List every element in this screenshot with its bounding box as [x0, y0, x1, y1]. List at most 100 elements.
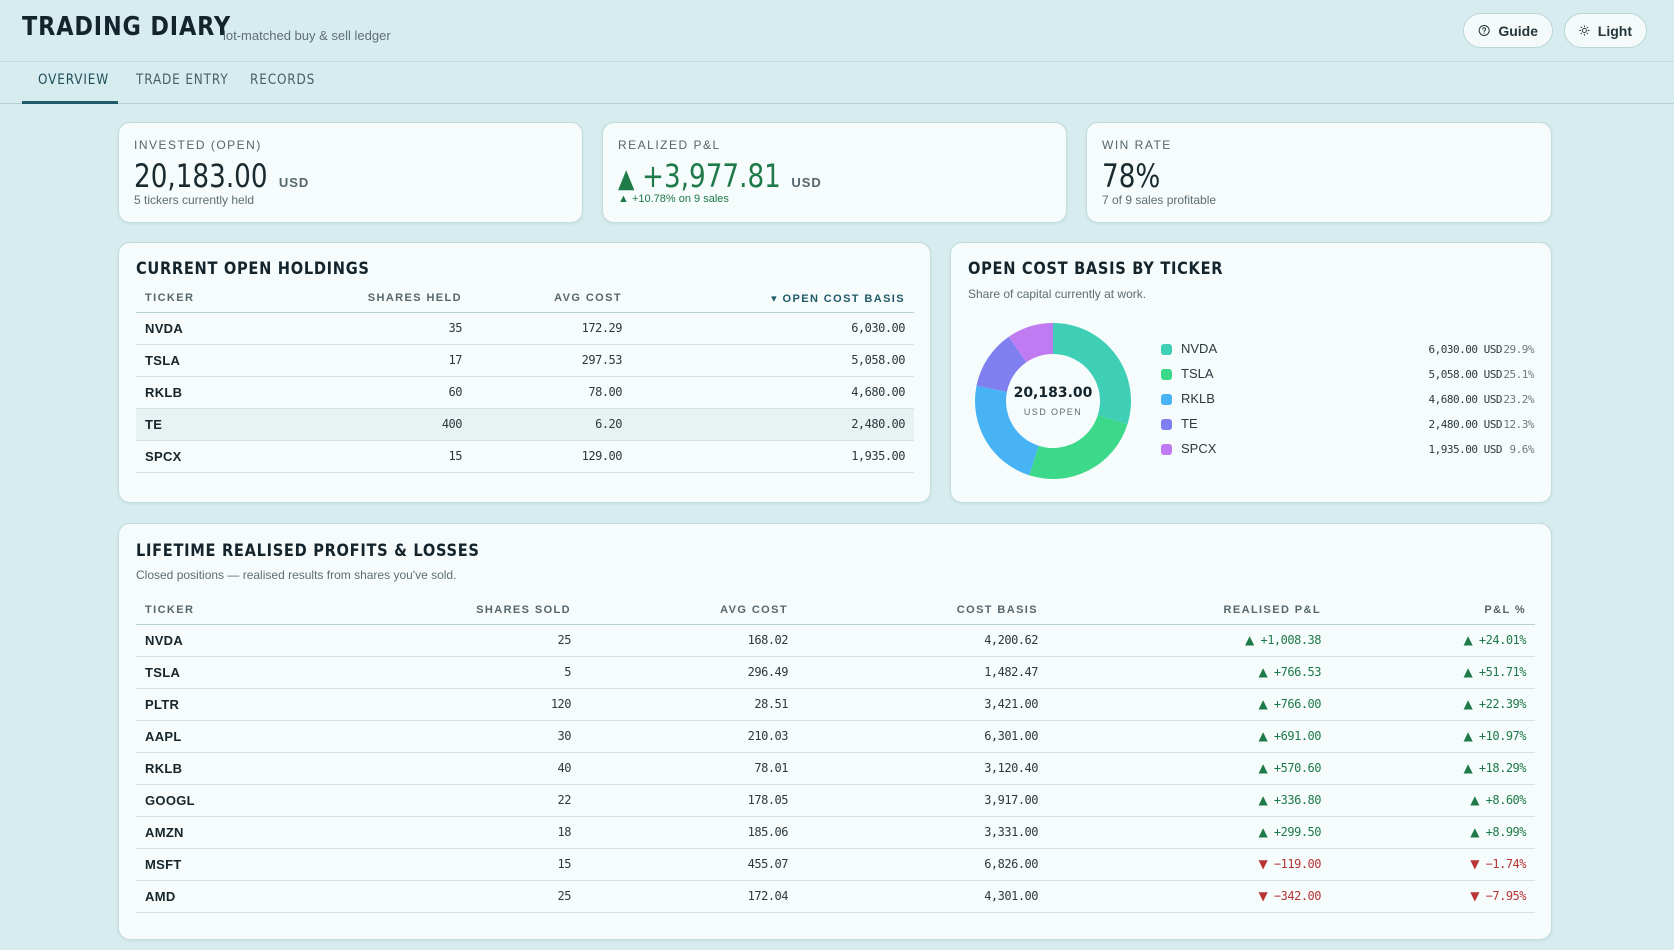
- holdings-title: CURRENT OPEN HOLDINGS: [136, 259, 370, 279]
- donut-slice-spcx[interactable]: [1008, 323, 1053, 363]
- app-title: TRADING DIARY: [22, 12, 232, 42]
- avg-cost-cell: 178.05: [580, 784, 797, 817]
- legend-item[interactable]: NVDA 6,030.00 USD 29.9%: [1161, 340, 1534, 365]
- down-arrow-icon: ▼: [1470, 857, 1479, 871]
- realised-pnl-cell: ▼ −342.00: [1047, 880, 1330, 913]
- donut-svg: [975, 323, 1131, 479]
- pnl-percent-cell: ▲ +51.71%: [1330, 656, 1535, 689]
- shares-cell: 15: [286, 440, 471, 473]
- ticker-cell: AMZN: [136, 816, 336, 849]
- tab-overview[interactable]: OVERVIEW: [38, 72, 110, 88]
- donut-chart: 20,183.00 USD OPEN: [973, 321, 1133, 481]
- col-ticker[interactable]: TICKER: [136, 285, 286, 313]
- table-row[interactable]: AMZN 18 185.06 3,331.00 ▲ +299.50 ▲ +8.99%: [136, 816, 1535, 849]
- basis-cell: 2,480.00: [631, 408, 914, 441]
- legend-item[interactable]: TE 2,480.00 USD 12.3%: [1161, 415, 1534, 440]
- kpi-invested-card: INVESTED (OPEN) 20,183.00 USD 5 tickers …: [118, 122, 583, 223]
- ticker-cell: AMD: [136, 880, 336, 913]
- pnl-percent-cell: ▲ +24.01%: [1330, 624, 1535, 657]
- kpi-realized-sub: ▲ +10.78% on 9 sales: [618, 193, 729, 205]
- ticker-cell: RKLB: [136, 376, 286, 409]
- tab-trade-entry[interactable]: TRADE ENTRY: [136, 72, 229, 88]
- up-arrow-icon: ▲: [1463, 729, 1473, 743]
- kpi-realized-sub-text: +10.78% on 9 sales: [631, 193, 729, 205]
- up-arrow-icon: ▲: [1463, 761, 1473, 775]
- tab-records[interactable]: RECORDS: [250, 72, 316, 88]
- ticker-cell: GOOGL: [136, 784, 336, 817]
- legend-item[interactable]: RKLB 4,680.00 USD 23.2%: [1161, 390, 1534, 415]
- avg-cost-cell: 78.00: [471, 376, 631, 409]
- shares-cell: 40: [336, 752, 580, 785]
- tab-bar: OVERVIEW TRADE ENTRY RECORDS: [0, 61, 1674, 104]
- legend-item[interactable]: SPCX 1,935.00 USD 9.6%: [1161, 440, 1534, 465]
- ticker-cell: TSLA: [136, 344, 286, 377]
- shares-cell: 17: [286, 344, 471, 377]
- table-row[interactable]: TSLA 5 296.49 1,482.47 ▲ +766.53 ▲ +51.71%: [136, 656, 1535, 689]
- down-arrow-icon: ▼: [1258, 889, 1268, 903]
- col-shares-held[interactable]: SHARES HELD: [286, 285, 471, 313]
- kpi-realized-value: +3,977.81: [642, 157, 781, 195]
- donut-slice-te[interactable]: [976, 336, 1027, 392]
- realised-pnl-cell: ▲ +766.53: [1047, 656, 1330, 689]
- table-row[interactable]: AMD 25 172.04 4,301.00 ▼ −342.00 ▼ −7.95%: [136, 880, 1535, 913]
- kpi-realized-label: REALIZED P&L: [618, 138, 721, 152]
- table-row[interactable]: RKLB 40 78.01 3,120.40 ▲ +570.60 ▲ +18.29%: [136, 752, 1535, 785]
- up-arrow-icon: ▲: [618, 164, 635, 194]
- legend-value: 6,030.00 USD: [1428, 343, 1503, 356]
- avg-cost-cell: 210.03: [580, 720, 797, 753]
- donut-center-label: USD OPEN: [1023, 407, 1083, 417]
- shares-cell: 60: [286, 376, 471, 409]
- realised-pnl-cell: ▲ +766.00: [1047, 688, 1330, 721]
- table-row[interactable]: RKLB 60 78.00 4,680.00: [136, 376, 914, 409]
- ticker-cell: TSLA: [136, 656, 336, 689]
- legend-percent: 23.2%: [1503, 393, 1534, 406]
- legend-ticker: SPCX: [1181, 441, 1217, 456]
- table-row[interactable]: SPCX 15 129.00 1,935.00: [136, 440, 914, 473]
- donut-center-value: 20,183.00: [1013, 385, 1093, 401]
- theme-toggle-button[interactable]: Light: [1564, 13, 1647, 48]
- up-arrow-icon: ▲: [1463, 633, 1473, 647]
- legend-ticker: NVDA: [1181, 341, 1218, 356]
- holdings-table: TICKER SHARES HELD AVG COST ▾ OPEN COST …: [136, 285, 914, 473]
- table-row[interactable]: MSFT 15 455.07 6,826.00 ▼ −119.00 ▼ −1.74%: [136, 848, 1535, 881]
- realised-pnl-cell: ▲ +336.80: [1047, 784, 1330, 817]
- col-avg-cost[interactable]: AVG COST: [471, 285, 631, 313]
- table-row[interactable]: PLTR 120 28.51 3,421.00 ▲ +766.00 ▲ +22.39%: [136, 688, 1535, 721]
- col-ticker[interactable]: TICKER: [136, 597, 336, 625]
- legend-value: 4,680.00 USD: [1428, 393, 1503, 406]
- realised-pnl-cell: ▲ +299.50: [1047, 816, 1330, 849]
- ticker-cell: AAPL: [136, 720, 336, 753]
- table-row[interactable]: TE 400 6.20 2,480.00: [136, 408, 914, 441]
- app-subtitle: lot-matched buy & sell ledger: [223, 28, 391, 43]
- table-row[interactable]: NVDA 25 168.02 4,200.62 ▲ +1,008.38 ▲ +24.01%: [136, 624, 1535, 657]
- table-row[interactable]: GOOGL 22 178.05 3,917.00 ▲ +336.80 ▲ +8.60%: [136, 784, 1535, 817]
- basis-cell: 3,120.40: [797, 752, 1047, 785]
- avg-cost-cell: 28.51: [580, 688, 797, 721]
- donut-slice-rklb[interactable]: [975, 385, 1039, 476]
- donut-slice-nvda[interactable]: [1053, 323, 1131, 425]
- up-arrow-icon: ▲: [1258, 761, 1268, 775]
- pnl-percent-cell: ▼ −7.95%: [1330, 880, 1535, 913]
- col-shares-sold[interactable]: SHARES SOLD: [336, 597, 580, 625]
- table-row[interactable]: NVDA 35 172.29 6,030.00: [136, 312, 914, 345]
- basis-cell: 5,058.00: [631, 344, 914, 377]
- col-open-cost-basis[interactable]: ▾ OPEN COST BASIS: [631, 285, 914, 313]
- kpi-winrate-card: WIN RATE 78% 7 of 9 sales profitable: [1086, 122, 1552, 223]
- basis-cell: 6,301.00: [797, 720, 1047, 753]
- donut-slice-tsla[interactable]: [1029, 415, 1128, 479]
- col-avg-cost[interactable]: AVG COST: [580, 597, 797, 625]
- guide-button[interactable]: Guide: [1463, 13, 1553, 48]
- avg-cost-cell: 172.04: [580, 880, 797, 913]
- legend-item[interactable]: TSLA 5,058.00 USD 25.1%: [1161, 365, 1534, 390]
- table-row[interactable]: AAPL 30 210.03 6,301.00 ▲ +691.00 ▲ +10.97%: [136, 720, 1535, 753]
- shares-cell: 5: [336, 656, 580, 689]
- legend-percent: 9.6%: [1509, 443, 1535, 456]
- col-cost-basis[interactable]: COST BASIS: [797, 597, 1047, 625]
- col-pnl-percent[interactable]: P&L %: [1330, 597, 1535, 625]
- col-realised-pnl[interactable]: REALISED P&L: [1047, 597, 1330, 625]
- realised-pnl-cell: ▲ +570.60: [1047, 752, 1330, 785]
- shares-cell: 25: [336, 624, 580, 657]
- table-row[interactable]: TSLA 17 297.53 5,058.00: [136, 344, 914, 377]
- avg-cost-cell: 78.01: [580, 752, 797, 785]
- avg-cost-cell: 129.00: [471, 440, 631, 473]
